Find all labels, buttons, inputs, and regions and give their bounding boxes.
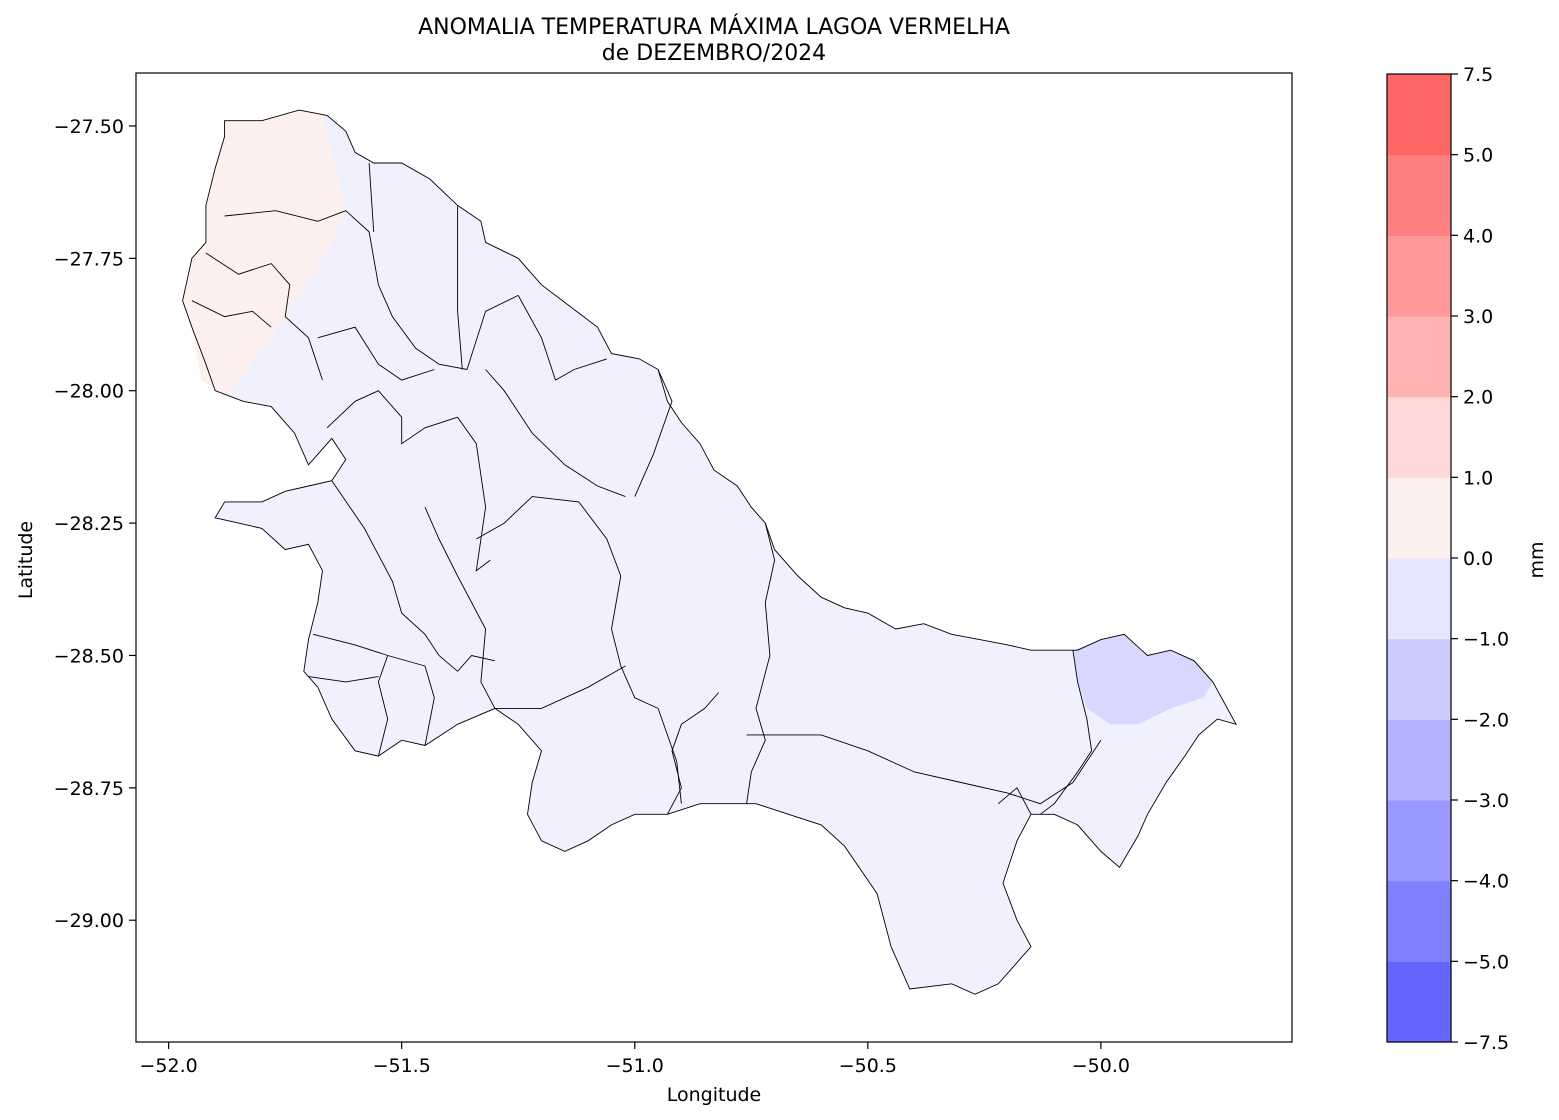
- municipality-boundary-13: [494, 665, 626, 709]
- municipality-boundary-8: [457, 416, 491, 572]
- colorbar-tick-label: −1.0: [1463, 629, 1509, 651]
- region-main-negative: [182, 110, 1237, 995]
- y-tick-label: −28.50: [54, 645, 124, 667]
- colorbar-band: [1387, 961, 1451, 1043]
- municipality-boundary-2: [191, 300, 272, 328]
- colorbar-band: [1387, 558, 1451, 640]
- municipality-boundary-15: [331, 480, 495, 672]
- y-tick-label: −28.75: [54, 778, 124, 800]
- x-tick-label: −52.0: [140, 1055, 198, 1077]
- municipality-boundary-11: [634, 369, 673, 497]
- municipality-boundary-12: [476, 496, 682, 804]
- colorbar-tick-label: 7.5: [1463, 64, 1493, 86]
- colorbar-band: [1387, 638, 1451, 720]
- x-tick-label: −51.0: [606, 1055, 664, 1077]
- y-tick-label: −28.00: [54, 381, 124, 403]
- colorbar-band: [1387, 154, 1451, 236]
- colorbar: −7.5 −5.0 −4.0 −3.0 −2.0 −1.0 0.0 1.0 2.0 3.0 4.0 5…: [1386, 64, 1509, 1054]
- colorbar-band: [1387, 880, 1451, 962]
- municipality-boundary-1: [205, 252, 323, 381]
- colorbar-tick-label: −7.5: [1463, 1032, 1509, 1054]
- colorbar-tick-label: 1.0: [1463, 467, 1493, 489]
- colorbar-tick-label: 0.0: [1463, 548, 1493, 570]
- municipality-boundary-4: [368, 162, 375, 232]
- municipality-boundary-16: [312, 633, 426, 667]
- colorbar-band: [1387, 719, 1451, 801]
- municipality-boundary-5: [457, 205, 463, 370]
- x-tick-label: −51.5: [373, 1055, 431, 1077]
- x-axis-title: Longitude: [667, 1084, 762, 1106]
- region-east-patch: [1072, 634, 1213, 725]
- y-axis: −27.50 −27.75 −28.00 −28.25 −28.50 −28.75 −29.…: [54, 116, 136, 932]
- x-tick-label: −50.0: [1072, 1055, 1130, 1077]
- municipality-boundary-18: [377, 655, 389, 757]
- colorbar-band: [1387, 74, 1451, 156]
- colorbar-tick-label: 4.0: [1463, 225, 1493, 247]
- map-area: [182, 109, 1238, 995]
- colorbar-tick-label: 2.0: [1463, 387, 1493, 409]
- municipality-boundary-19: [424, 665, 435, 746]
- colorbar-band: [1387, 235, 1451, 317]
- municipality-boundary-7: [326, 390, 458, 445]
- region-outline: [182, 109, 1238, 995]
- colorbar-tick-label: −5.0: [1463, 951, 1509, 973]
- municipality-boundary-23: [1040, 650, 1093, 815]
- municipality-boundary-20: [746, 522, 776, 804]
- municipality-boundary-9: [517, 295, 607, 381]
- colorbar-tick-label: −2.0: [1463, 709, 1509, 731]
- colorbar-band: [1387, 316, 1451, 398]
- chart-title-line2: de DEZEMBRO/2024: [602, 41, 826, 66]
- x-tick-label: −50.5: [839, 1055, 897, 1077]
- x-axis: −52.0 −51.5 −51.0 −50.5 −50.0: [140, 1042, 1130, 1077]
- municipality-boundary-0: [224, 210, 346, 222]
- chart-title-line1: ANOMALIA TEMPERATURA MÁXIMA LAGOA VERMEL…: [418, 14, 1010, 40]
- y-tick-label: −29.00: [54, 910, 124, 932]
- colorbar-band: [1387, 477, 1451, 559]
- municipality-boundary-17: [308, 676, 379, 683]
- y-tick-label: −28.25: [54, 513, 124, 535]
- colorbar-tick-label: 3.0: [1463, 306, 1493, 328]
- plot-frame: [135, 72, 1293, 1043]
- municipality-boundary-21: [667, 692, 720, 815]
- municipality-boundary-24: [998, 787, 1032, 815]
- municipality-boundary-3: [345, 210, 519, 371]
- y-tick-label: −27.75: [54, 248, 124, 270]
- colorbar-band: [1387, 396, 1451, 478]
- municipality-boundary-10: [485, 369, 626, 498]
- y-tick-label: −27.50: [54, 116, 124, 138]
- colorbar-tick-label: 5.0: [1463, 145, 1493, 167]
- colorbar-label: mm: [1526, 541, 1548, 578]
- municipality-boundary-14: [424, 507, 496, 709]
- colorbar-band: [1387, 800, 1451, 882]
- region-northwest-positive: [182, 110, 346, 396]
- colorbar-tick-label: −4.0: [1463, 871, 1509, 893]
- municipality-boundary-6: [317, 326, 435, 381]
- colorbar-tick-label: −3.0: [1463, 790, 1509, 812]
- y-axis-title: Latitude: [15, 521, 37, 599]
- municipality-boundary-22: [746, 734, 1102, 805]
